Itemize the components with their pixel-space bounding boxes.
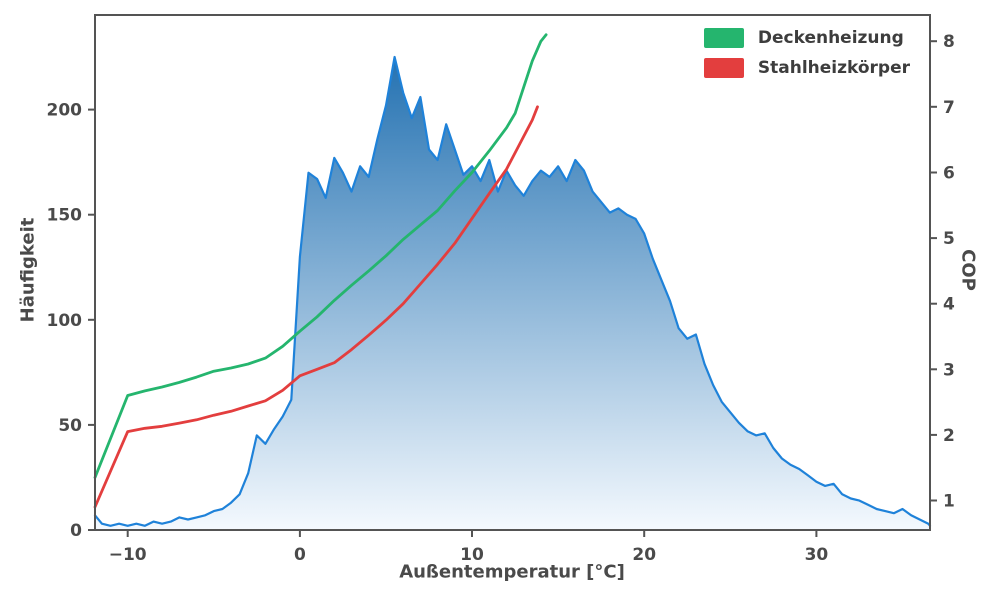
y-left-tick-label: 0 — [70, 521, 82, 541]
x-tick-label: 20 — [632, 545, 656, 565]
legend-label-stahlheizkoerper: Stahlheizkörper — [757, 58, 910, 78]
y-axis-label-right: COP — [957, 249, 979, 291]
y-right-tick-label: 5 — [943, 229, 955, 249]
y-right-tick-label: 7 — [943, 98, 955, 118]
y-left-tick-label: 100 — [47, 311, 83, 331]
series-line-0 — [93, 33, 548, 479]
legend-swatch-stahlheizkoerper — [703, 58, 744, 78]
histogram-area — [95, 57, 930, 530]
x-tick-label: 0 — [294, 545, 306, 565]
legend: Deckenheizung Stahlheizkörper — [691, 20, 922, 86]
y-right-tick-label: 4 — [943, 295, 955, 315]
series-line-1 — [93, 105, 539, 509]
histogram-outline — [93, 55, 932, 527]
y-right-tick-label: 6 — [943, 164, 955, 184]
y-right-tick-label: 1 — [943, 492, 955, 512]
legend-swatch-deckenheizung — [703, 28, 744, 48]
x-tick-label: −10 — [109, 545, 147, 565]
y-left-tick-label: 50 — [58, 416, 82, 436]
x-axis-label: Außentemperatur [°C] — [399, 561, 625, 583]
y-left-tick-label: 150 — [47, 206, 83, 226]
legend-item-stahlheizkoerper: Stahlheizkörper — [703, 58, 910, 78]
y-right-tick-label: 8 — [943, 32, 955, 52]
y-axis-label-left: Häufigkeit — [17, 217, 39, 323]
x-tick-label: 10 — [460, 545, 484, 565]
legend-item-deckenheizung: Deckenheizung — [703, 28, 910, 48]
y-right-tick-label: 2 — [943, 426, 955, 446]
y-right-tick-label: 3 — [943, 360, 955, 380]
legend-label-deckenheizung: Deckenheizung — [757, 28, 904, 48]
plot-spines — [94, 14, 931, 531]
y-left-tick-label: 200 — [47, 101, 83, 121]
x-tick-label: 30 — [805, 545, 829, 565]
